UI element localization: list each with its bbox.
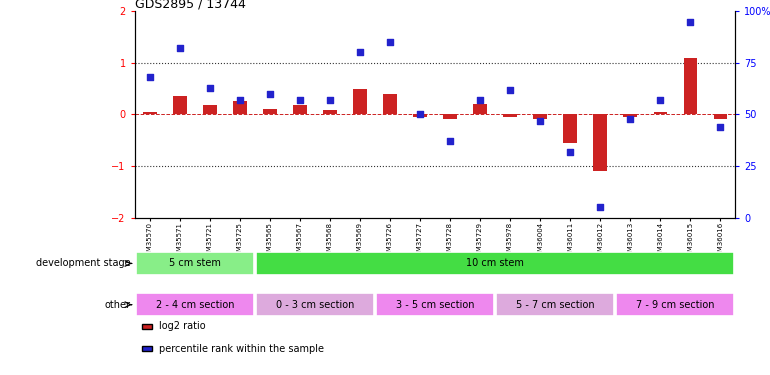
Bar	[624, 114, 637, 117]
Bar	[383, 94, 397, 114]
Bar	[564, 114, 577, 143]
Text: development stage: development stage	[36, 258, 131, 268]
Bar	[497, 294, 614, 316]
Point	[143, 74, 156, 80]
Point	[624, 116, 636, 122]
Text: 10 cm stem: 10 cm stem	[466, 258, 524, 268]
Text: 5 cm stem: 5 cm stem	[169, 258, 221, 268]
Text: other: other	[105, 300, 131, 310]
Point	[474, 97, 487, 103]
Bar	[143, 112, 156, 114]
Bar	[534, 114, 547, 118]
Text: GDS2895 / 13744: GDS2895 / 13744	[135, 0, 246, 10]
Bar	[263, 109, 276, 114]
Bar	[684, 58, 697, 114]
Bar	[504, 114, 517, 117]
Point	[594, 204, 607, 210]
Text: percentile rank within the sample: percentile rank within the sample	[159, 344, 323, 354]
Text: 2 - 4 cm section: 2 - 4 cm section	[156, 300, 234, 310]
Bar	[136, 252, 253, 274]
Point	[715, 124, 727, 130]
Point	[383, 39, 396, 45]
Point	[534, 118, 547, 124]
Bar	[594, 114, 607, 171]
Point	[293, 97, 306, 103]
Bar	[654, 112, 667, 114]
Text: 0 - 3 cm section: 0 - 3 cm section	[276, 300, 354, 310]
Point	[684, 18, 696, 25]
Point	[564, 148, 576, 154]
Bar	[293, 105, 306, 114]
Point	[414, 111, 427, 117]
Text: 5 - 7 cm section: 5 - 7 cm section	[516, 300, 594, 310]
Bar	[474, 104, 487, 114]
Point	[354, 50, 367, 55]
Point	[504, 87, 516, 93]
Text: 7 - 9 cm section: 7 - 9 cm section	[636, 300, 715, 310]
Bar	[173, 96, 186, 114]
Bar	[377, 294, 494, 316]
Bar	[256, 294, 373, 316]
Bar	[444, 114, 457, 118]
Point	[263, 91, 276, 97]
Bar	[353, 88, 367, 114]
Point	[444, 138, 456, 144]
Bar	[714, 114, 727, 118]
Text: 3 - 5 cm section: 3 - 5 cm section	[396, 300, 474, 310]
Bar	[617, 294, 734, 316]
Bar	[323, 110, 336, 114]
Bar	[413, 114, 427, 117]
Point	[203, 85, 216, 91]
Bar	[256, 252, 734, 274]
Bar	[136, 294, 253, 316]
Point	[173, 45, 186, 51]
Bar	[203, 105, 216, 114]
Bar	[233, 102, 246, 114]
Point	[323, 97, 336, 103]
Point	[654, 97, 666, 103]
Text: log2 ratio: log2 ratio	[159, 321, 206, 331]
Point	[234, 97, 246, 103]
